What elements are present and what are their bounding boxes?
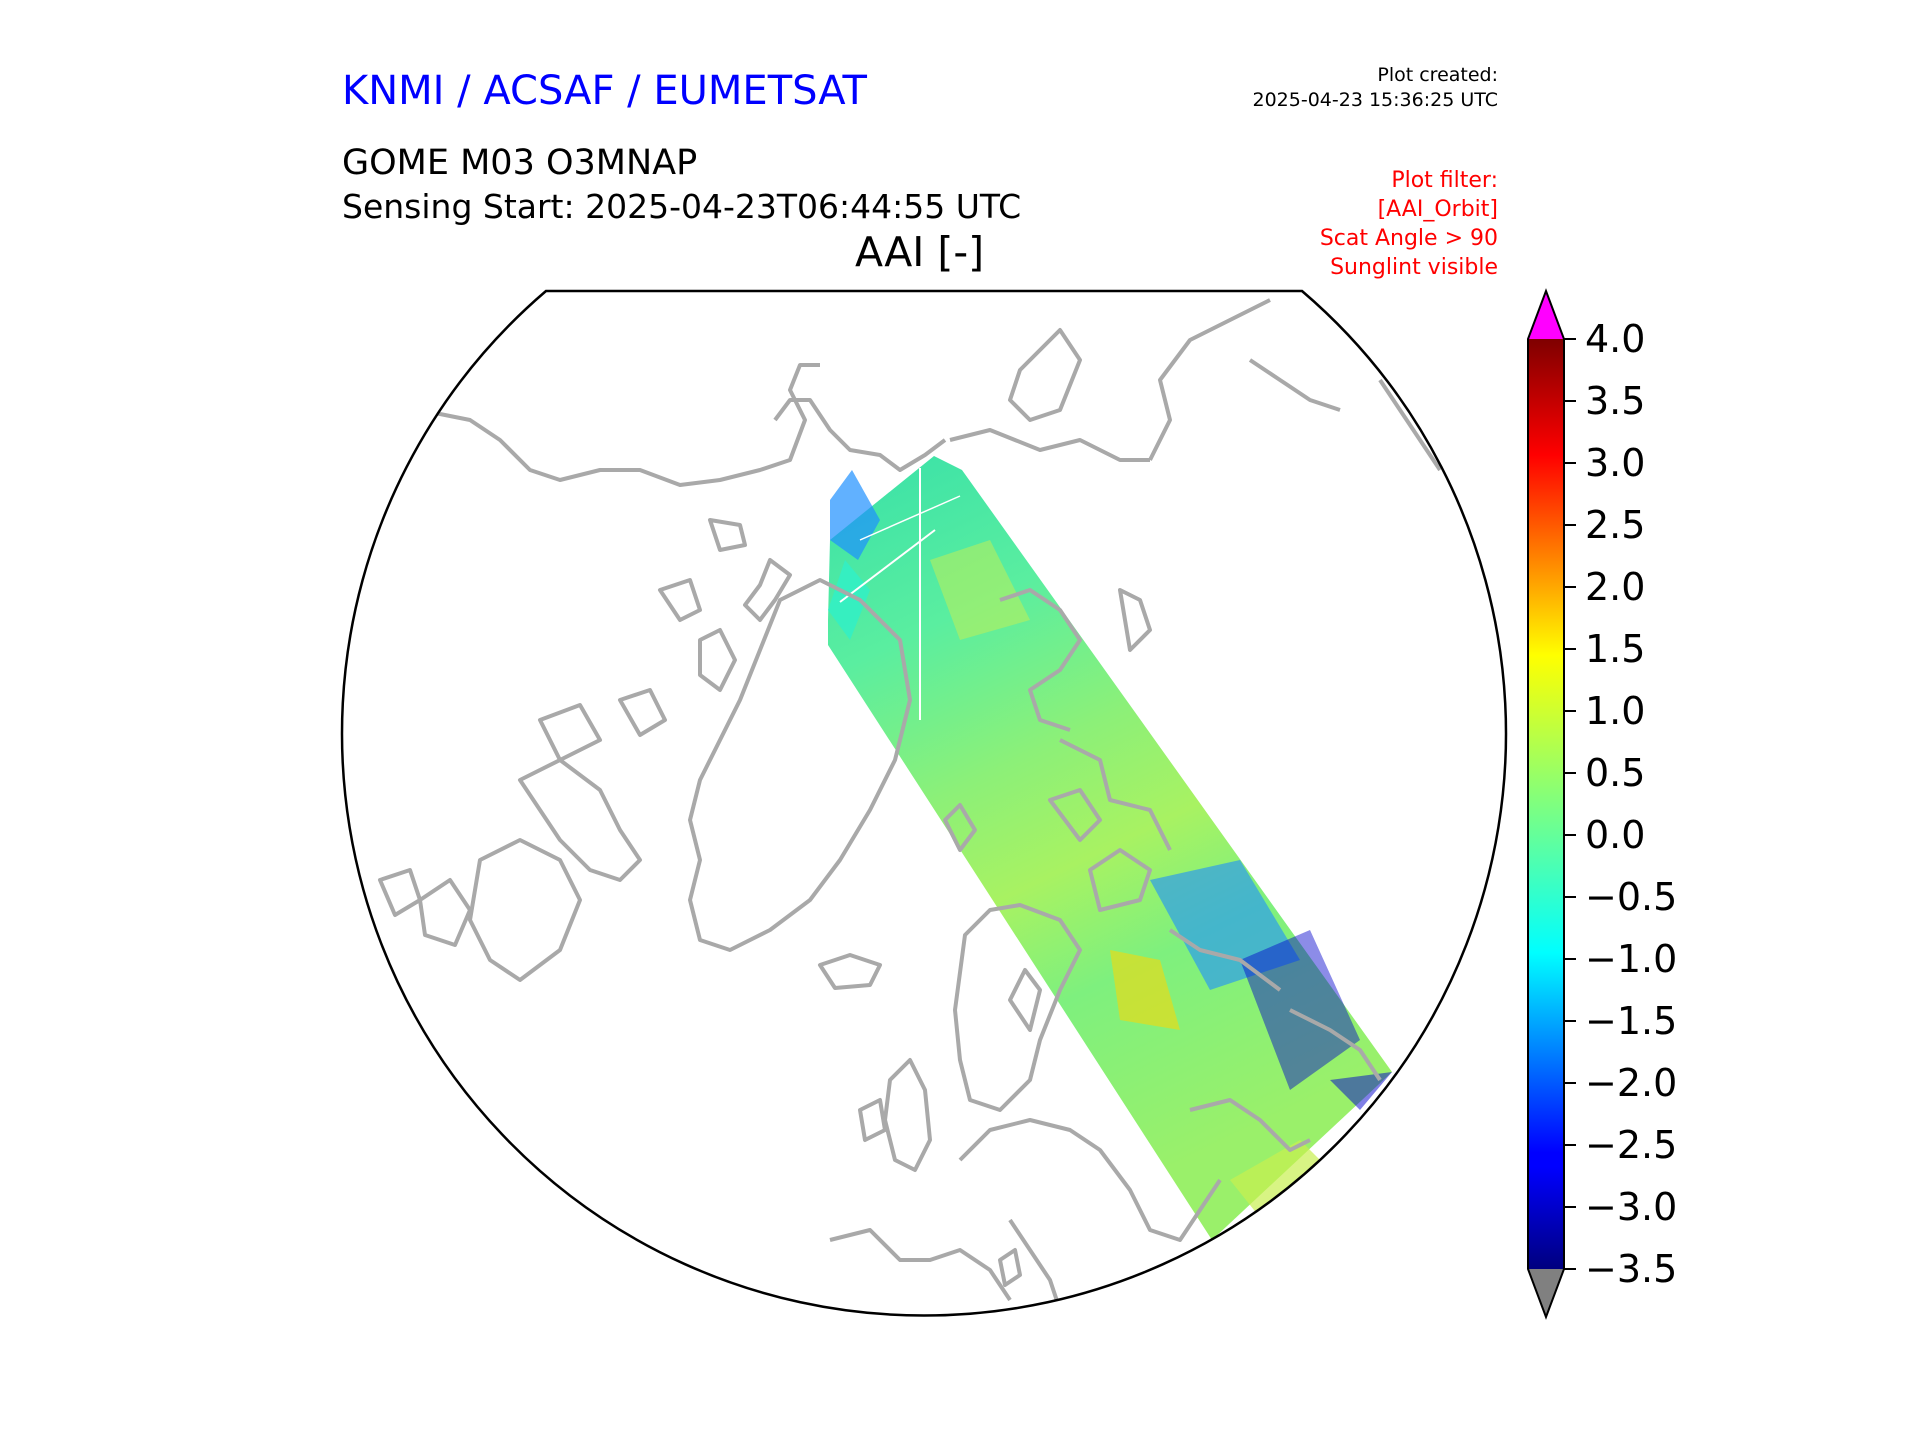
plot-created-label: Plot created:: [1377, 64, 1498, 86]
plot-filter-line: [AAI_Orbit]: [1377, 197, 1498, 222]
product-title: GOME M03 O3MNAP: [342, 143, 698, 183]
colorbar-tick-label: 4.0: [1585, 317, 1646, 361]
aai-swath: [828, 456, 1392, 1240]
colorbar-tick-label: −2.0: [1585, 1061, 1678, 1105]
colorbar-tick-label: 1.5: [1585, 627, 1646, 671]
colorbar-tick-label: −0.5: [1585, 875, 1678, 919]
organization-title: KNMI / ACSAF / EUMETSAT: [342, 68, 867, 114]
plot-created-value: 2025-04-23 15:36:25 UTC: [1252, 89, 1499, 111]
coastlines: [378, 298, 1442, 1311]
plot-filter-label: Plot filter:: [1391, 168, 1498, 193]
colorbar-tick-label: −3.5: [1585, 1247, 1678, 1291]
colorbar-tick-label: 2.0: [1585, 565, 1646, 609]
colorbar-tick-label: −1.0: [1585, 937, 1678, 981]
colorbar-tick-label: 0.5: [1585, 751, 1646, 795]
plot-filter-line: Scat Angle > 90: [1319, 226, 1498, 251]
colorbar-tick-label: 2.5: [1585, 503, 1646, 547]
colorbar-tick-label: 3.5: [1585, 379, 1646, 423]
colorbar-tick-label: −1.5: [1585, 999, 1678, 1043]
colorbar-tick-label: 1.0: [1585, 689, 1646, 733]
variable-title: AAI [-]: [855, 228, 985, 276]
sensing-start: Sensing Start: 2025-04-23T06:44:55 UTC: [342, 187, 1022, 226]
colorbar-tick-label: 3.0: [1585, 441, 1646, 485]
colorbar-over-triangle: [1528, 291, 1564, 339]
colorbar: [1527, 288, 1576, 1320]
colorbar-tick-label: 0.0: [1585, 813, 1646, 857]
colorbar-tick-label: −2.5: [1585, 1123, 1678, 1167]
colorbar-tick-label: −3.0: [1585, 1185, 1678, 1229]
colorbar-gradient: [1528, 339, 1564, 1269]
plot-filter-line: Sunglint visible: [1330, 255, 1498, 280]
map-area: [378, 298, 1442, 1311]
map-boundary: [340, 289, 1508, 1317]
colorbar-under-triangle: [1528, 1269, 1564, 1317]
